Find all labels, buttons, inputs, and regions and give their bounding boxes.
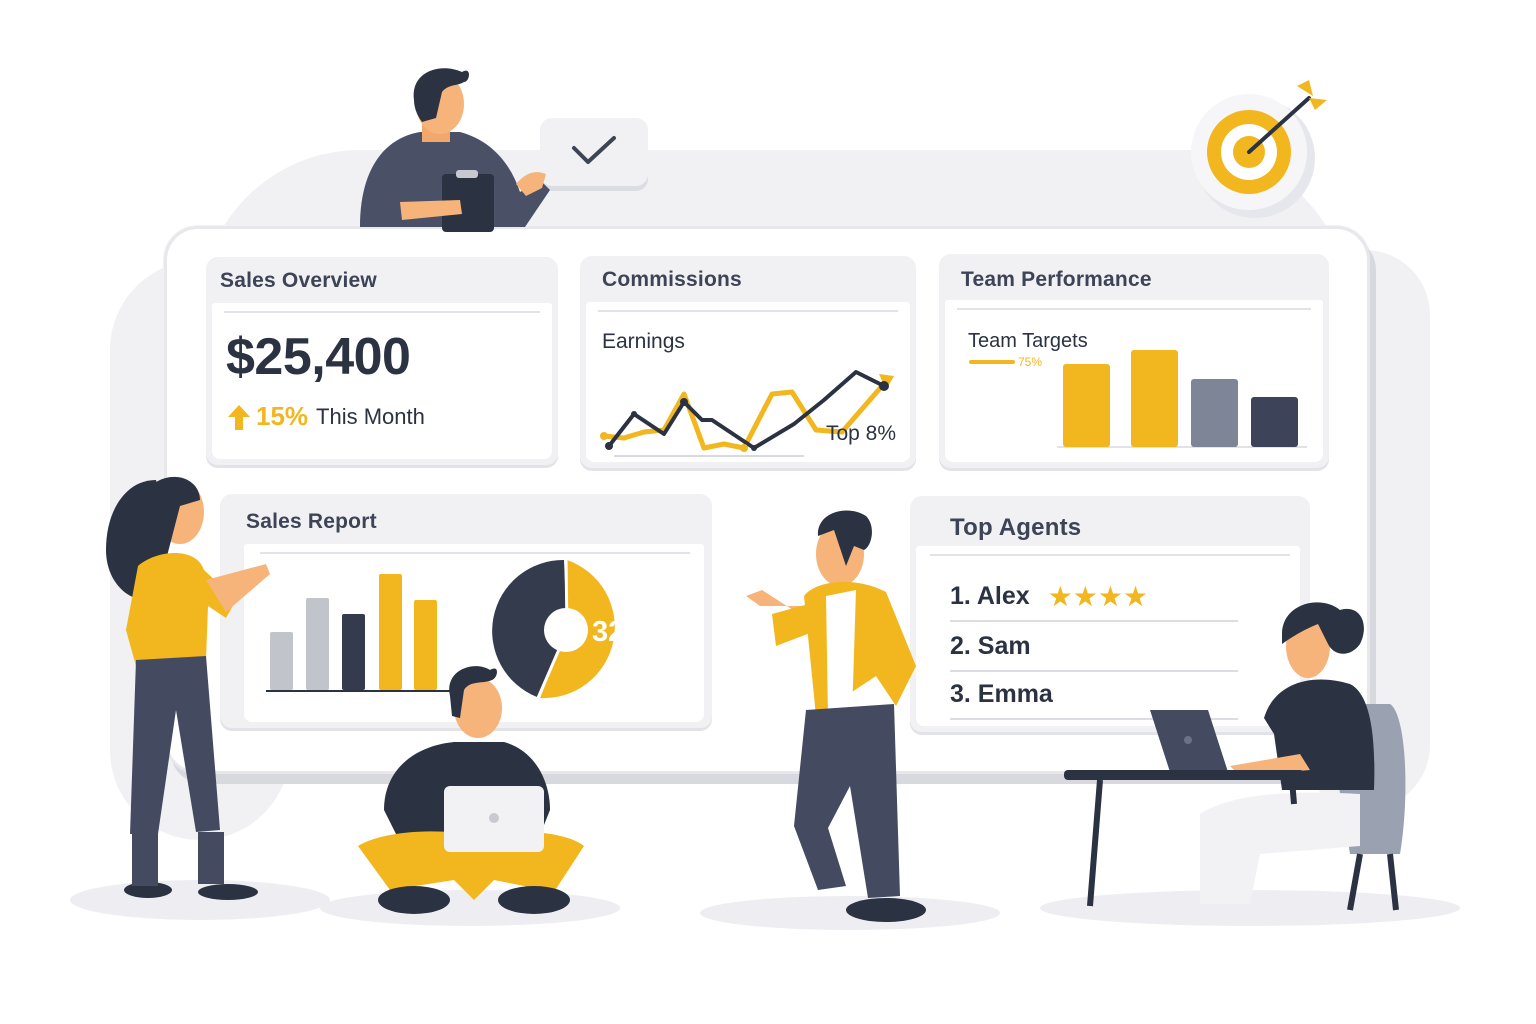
star-rating-icon: ★★★★ xyxy=(1047,580,1149,612)
woman-pointing-illustration xyxy=(96,470,276,910)
sales-delta: 15% This Month xyxy=(226,401,425,432)
agent-name: 2. Sam xyxy=(950,631,1031,660)
target-line xyxy=(969,360,1015,364)
delta-percent: 15% xyxy=(256,401,309,431)
divider xyxy=(957,308,1311,310)
top-agents-card[interactable]: Top Agents 1. Alex ★★★★ 2. Sam 3. Emma xyxy=(910,496,1310,732)
woman-at-desk-illustration xyxy=(1060,594,1430,914)
man-with-laptop-illustration xyxy=(354,660,594,920)
person-with-clipboard-illustration xyxy=(350,62,560,232)
sales-overview-card[interactable]: Sales Overview $25,400 15% This Month xyxy=(206,257,558,465)
earnings-label: Earnings xyxy=(602,330,685,353)
sales-bar-chart xyxy=(266,574,461,692)
check-icon xyxy=(570,134,618,168)
bullseye-target-icon xyxy=(1185,80,1335,220)
divider xyxy=(598,310,898,312)
arrow-up-icon xyxy=(226,403,252,431)
floor-shadow xyxy=(70,880,330,920)
team-targets-bar-chart xyxy=(1057,350,1307,448)
sales-report-card[interactable]: Sales Report 32% xyxy=(220,494,712,728)
team-targets-label: Team Targets xyxy=(968,330,1088,352)
agent-row[interactable]: 2. Sam xyxy=(950,622,1238,672)
agent-row[interactable]: 1. Alex ★★★★ xyxy=(950,572,1238,622)
agent-name: 3. Emma xyxy=(950,679,1053,708)
card-body: 1. Alex ★★★★ 2. Sam 3. Emma xyxy=(916,546,1300,726)
card-body: Team Targets 75% xyxy=(945,300,1323,462)
agent-name: 1. Alex xyxy=(950,581,1030,610)
donut-percent-label: 32% xyxy=(592,616,651,648)
card-title: Sales Overview xyxy=(220,269,377,292)
card-body: Earnings Top 8% xyxy=(586,302,910,462)
commissions-card[interactable]: Commissions Earnings Top 8% xyxy=(580,256,916,468)
card-title: Top Agents xyxy=(950,514,1082,541)
checkmark-card[interactable] xyxy=(540,118,648,186)
rank-label: Top 8% xyxy=(825,422,896,445)
sales-amount: $25,400 xyxy=(226,328,411,386)
target-percent: 75% xyxy=(1018,355,1043,369)
divider xyxy=(224,311,540,313)
agent-row[interactable]: 3. Emma xyxy=(950,670,1238,720)
card-title: Team Performance xyxy=(961,268,1152,291)
card-title: Sales Report xyxy=(246,510,377,533)
sales-donut-chart xyxy=(492,558,615,699)
card-title: Commissions xyxy=(602,268,742,291)
divider xyxy=(930,554,1290,556)
card-body: $25,400 15% This Month xyxy=(212,303,552,459)
team-performance-card[interactable]: Team Performance Team Targets 75% xyxy=(939,254,1329,468)
earnings-line-chart xyxy=(600,370,894,457)
divider xyxy=(260,552,690,554)
man-in-jacket-illustration xyxy=(736,506,936,926)
delta-label: This Month xyxy=(316,403,425,429)
